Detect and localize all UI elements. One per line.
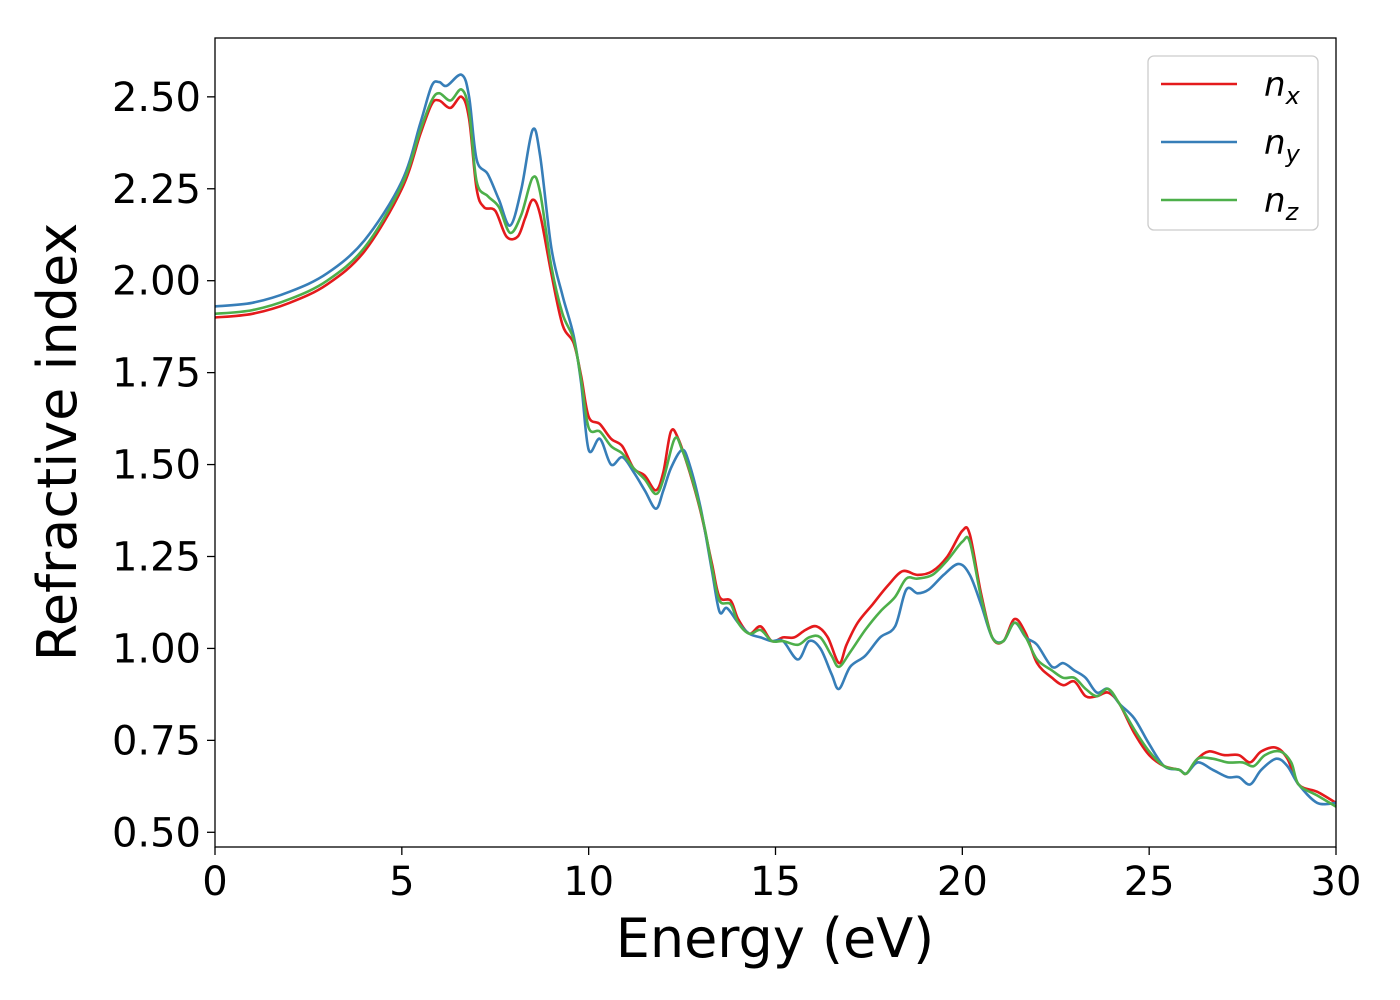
legend: nx ny nz — [1147, 55, 1319, 231]
y-tick-label: 2.25 — [112, 167, 201, 213]
x-tick-label: 10 — [563, 859, 614, 905]
x-tick-label: 0 — [202, 859, 227, 905]
series-line-n_x — [214, 95, 1337, 805]
legend-label-n_z: nz — [1264, 181, 1300, 226]
y-axis-title: Refractive index — [26, 223, 89, 662]
series-layer — [214, 73, 1337, 808]
x-tick-label: 30 — [1311, 859, 1362, 905]
legend-label-n_x: nx — [1264, 65, 1301, 110]
x-tick-label: 15 — [750, 859, 801, 905]
series-line-n_z — [214, 88, 1337, 808]
x-axis-ticks: 0 5 10 15 20 25 30 — [202, 847, 1361, 905]
series-line-n_y — [214, 73, 1337, 806]
y-tick-label: 1.00 — [112, 626, 201, 672]
y-tick-label: 1.25 — [112, 534, 201, 580]
y-tick-label: 1.75 — [112, 351, 201, 397]
y-tick-label: 0.50 — [112, 810, 201, 856]
y-tick-label: 2.50 — [112, 75, 201, 121]
x-axis-title: Energy (eV) — [616, 907, 935, 970]
x-tick-label: 5 — [389, 859, 414, 905]
y-tick-label: 2.00 — [112, 259, 201, 305]
x-tick-label: 20 — [937, 859, 988, 905]
x-tick-label: 25 — [1124, 859, 1175, 905]
y-axis-ticks: 0.50 0.75 1.00 1.25 1.50 1.75 2.00 2.25 2.50 — [112, 75, 215, 856]
y-tick-label: 0.75 — [112, 718, 201, 764]
legend-label-n_y: ny — [1264, 123, 1301, 168]
y-tick-label: 1.50 — [112, 443, 201, 489]
